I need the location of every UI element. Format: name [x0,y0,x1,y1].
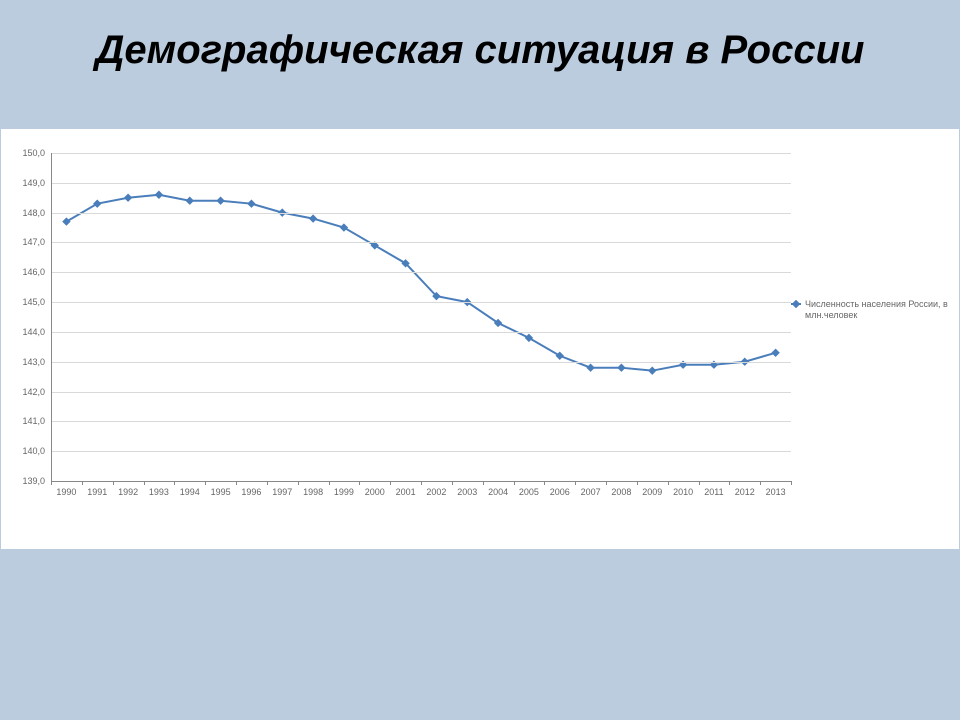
x-tick [544,481,545,485]
x-tick [51,481,52,485]
y-tick-label: 150,0 [22,148,45,158]
x-tick [637,481,638,485]
x-tick [729,481,730,485]
x-tick-label: 2010 [673,487,693,497]
x-tick [82,481,83,485]
x-tick [421,481,422,485]
x-tick [606,481,607,485]
x-tick-label: 2005 [519,487,539,497]
x-tick [575,481,576,485]
slide: Демографическая ситуация в России 139,0 1… [0,0,960,720]
gridline [51,183,791,184]
gridline [51,242,791,243]
y-tick-label: 147,0 [22,237,45,247]
y-tick-label: 149,0 [22,178,45,188]
x-tick-label: 1990 [56,487,76,497]
x-tick [699,481,700,485]
gridline [51,451,791,452]
x-tick-label: 2003 [457,487,477,497]
x-tick-label: 1993 [149,487,169,497]
legend: Численность населения России, в млн.чело… [805,299,959,322]
legend-marker-icon [791,303,801,305]
x-tick-label: 2000 [365,487,385,497]
x-tick-label: 2009 [642,487,662,497]
y-tick-label: 140,0 [22,446,45,456]
x-tick [205,481,206,485]
x-tick [329,481,330,485]
x-tick-label: 2012 [735,487,755,497]
line-series [51,153,791,481]
gridline [51,362,791,363]
x-tick [668,481,669,485]
x-tick [452,481,453,485]
x-tick [298,481,299,485]
x-tick-label: 2006 [550,487,570,497]
y-tick-label: 143,0 [22,357,45,367]
y-tick-label: 141,0 [22,416,45,426]
gridline [51,302,791,303]
x-tick [791,481,792,485]
x-tick [113,481,114,485]
x-tick [144,481,145,485]
gridline [51,392,791,393]
x-tick-label: 1991 [87,487,107,497]
gridline [51,272,791,273]
x-tick-label: 1995 [211,487,231,497]
y-tick-label: 144,0 [22,327,45,337]
y-tick-label: 146,0 [22,267,45,277]
gridline [51,153,791,154]
gridline [51,421,791,422]
y-axis [51,153,52,481]
x-tick-label: 1992 [118,487,138,497]
x-tick-label: 1998 [303,487,323,497]
plot-area: 139,0140,0141,0142,0143,0144,0145,0146,0… [51,153,791,481]
y-tick-label: 145,0 [22,297,45,307]
x-tick-label: 1997 [272,487,292,497]
x-tick-label: 2007 [581,487,601,497]
gridline [51,213,791,214]
x-tick-label: 2001 [396,487,416,497]
y-tick-label: 148,0 [22,208,45,218]
x-tick-label: 2004 [488,487,508,497]
chart-container: 139,0 140,0 141,0 142,0 143,0 144,0 145,0 146,0… [0,128,960,550]
x-tick-label: 2013 [766,487,786,497]
x-tick [514,481,515,485]
x-tick [359,481,360,485]
x-tick [483,481,484,485]
page-title: Демографическая ситуация в России [0,0,960,91]
gridline [51,332,791,333]
legend-label: Численность населения России, в млн.чело… [805,299,948,320]
x-tick-label: 2011 [704,487,723,497]
y-tick-label: 142,0 [22,387,45,397]
x-tick-label: 1994 [180,487,200,497]
x-tick [390,481,391,485]
x-tick [236,481,237,485]
y-tick-label: 139,0 [22,476,45,486]
x-tick-label: 2002 [426,487,446,497]
x-tick [174,481,175,485]
x-tick [760,481,761,485]
x-tick-label: 1999 [334,487,354,497]
x-tick-label: 1996 [241,487,261,497]
x-tick [267,481,268,485]
x-tick-label: 2008 [611,487,631,497]
